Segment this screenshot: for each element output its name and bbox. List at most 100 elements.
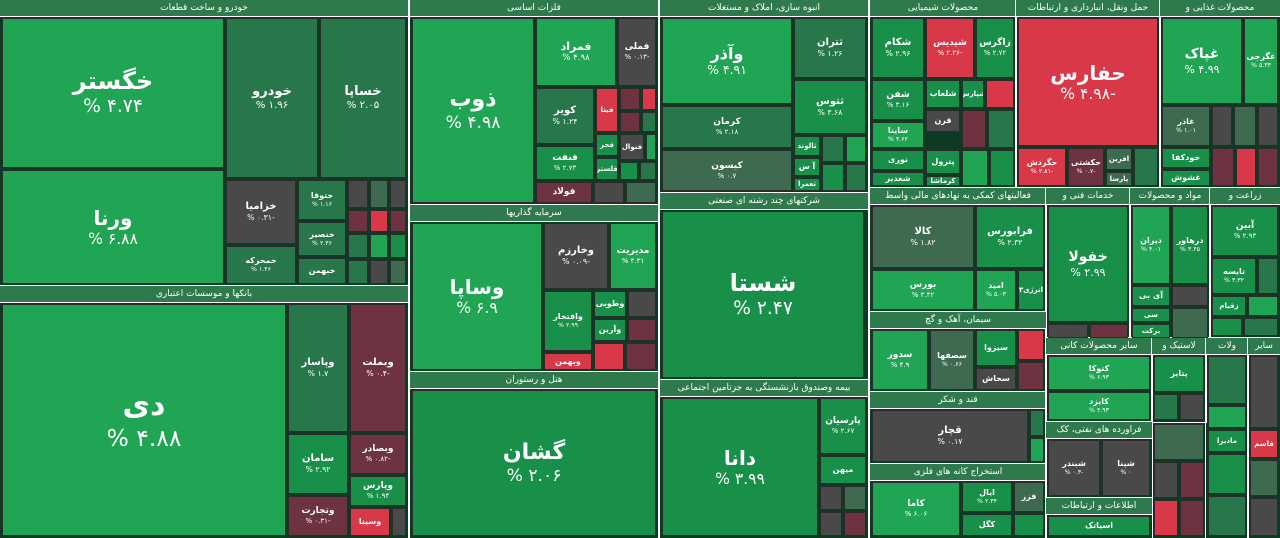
small-stock-tile[interactable] bbox=[1212, 148, 1234, 186]
stock-tile[interactable]: انرژی۳ bbox=[1018, 270, 1044, 310]
stock-tile[interactable]: وبهمن bbox=[544, 353, 592, 370]
stock-tile[interactable]: حکشتی -۰.۷ % bbox=[1068, 148, 1104, 186]
small-stock-tile[interactable] bbox=[962, 150, 988, 186]
sector-sugar[interactable]: قند و شکر bbox=[869, 391, 1047, 465]
stock-tile[interactable]: وپارس ۱.۹۴ % bbox=[350, 476, 406, 506]
small-stock-tile[interactable] bbox=[390, 234, 406, 258]
stock-tile[interactable]: وتجارت -۰.۳۱ % bbox=[288, 496, 348, 536]
sector-info[interactable]: اطلاعات و ارتباطات bbox=[1045, 497, 1153, 538]
sector-auto[interactable]: خودرو و ساخت قطعات bbox=[0, 0, 409, 287]
stock-tile[interactable]: خبهمن bbox=[298, 258, 346, 284]
stock-tile[interactable]: فزر bbox=[1014, 482, 1044, 512]
stock-tile[interactable]: فیتا bbox=[596, 88, 618, 132]
sector-pension[interactable]: بیمه وصندوق بازنشستگی به جزتامین اجتماعی bbox=[659, 379, 869, 538]
stock-tile[interactable]: قاسم bbox=[1250, 430, 1278, 458]
stock-tile[interactable]: شستا ۲.۴۷ % bbox=[662, 211, 864, 378]
stock-tile[interactable]: شغدیر bbox=[872, 172, 924, 186]
stock-tile[interactable]: وافتخار ۲.۹۹ % bbox=[544, 291, 592, 351]
small-stock-tile[interactable] bbox=[1208, 356, 1246, 404]
stock-tile[interactable]: وخارزم -۰.۰۹ % bbox=[544, 223, 608, 289]
small-stock-tile[interactable] bbox=[1244, 318, 1278, 336]
small-stock-tile[interactable] bbox=[844, 512, 866, 536]
stock-tile[interactable]: ثتوس ۳.۶۸ % bbox=[794, 80, 866, 134]
stock-tile[interactable]: کگل bbox=[962, 514, 1012, 536]
stock-tile[interactable]: وطوبی bbox=[594, 291, 626, 317]
small-stock-tile[interactable] bbox=[1180, 500, 1204, 536]
small-stock-tile[interactable] bbox=[846, 164, 866, 191]
stock-tile[interactable]: مدیریت ۴.۳۱ % bbox=[610, 223, 656, 289]
stock-tile[interactable]: سیزوا bbox=[976, 330, 1016, 366]
small-stock-tile[interactable] bbox=[370, 210, 388, 232]
stock-tile[interactable]: کرماشا bbox=[926, 176, 960, 186]
stock-tile[interactable]: فجر bbox=[596, 134, 618, 156]
stock-tile[interactable]: سخاش bbox=[976, 368, 1016, 390]
stock-tile[interactable]: وساپا ۶.۹ % bbox=[412, 223, 542, 370]
small-stock-tile[interactable] bbox=[1154, 500, 1178, 536]
stock-tile[interactable]: دی ۴.۸۸ % bbox=[2, 304, 286, 536]
stock-tile[interactable]: ورنا ۶.۸۸ % bbox=[2, 170, 224, 284]
stock-tile[interactable]: فمراد ۴.۹۸ % bbox=[536, 18, 616, 86]
stock-tile[interactable]: سی bbox=[1132, 308, 1170, 322]
small-stock-tile[interactable] bbox=[370, 234, 388, 258]
sector-hotel[interactable]: هتل و رستوران bbox=[409, 371, 659, 538]
sector-mining[interactable]: استخراج کانه های فلزی bbox=[869, 463, 1047, 538]
sector-invest[interactable]: سرمایه گذاریها bbox=[409, 204, 659, 373]
stock-tile[interactable]: فولاد bbox=[536, 182, 592, 203]
small-stock-tile[interactable] bbox=[1250, 460, 1278, 496]
stock-tile[interactable]: فلستر bbox=[596, 158, 618, 180]
small-stock-tile[interactable] bbox=[1154, 462, 1178, 498]
sector-other[interactable]: سایر bbox=[1247, 337, 1280, 538]
stock-tile[interactable]: آبین ۲.۹۳ % bbox=[1212, 206, 1278, 256]
small-stock-tile[interactable] bbox=[1212, 318, 1242, 336]
stock-tile[interactable]: خمحرکه ۱.۴۶ % bbox=[226, 246, 296, 284]
stock-tile[interactable]: آ س bbox=[794, 158, 820, 176]
small-stock-tile[interactable] bbox=[1208, 406, 1246, 428]
sector-metalprod[interactable]: ولات bbox=[1205, 337, 1249, 538]
small-stock-tile[interactable] bbox=[642, 112, 656, 132]
stock-tile[interactable]: سصفها ۰.۶۶ % bbox=[930, 330, 974, 390]
stock-tile[interactable]: میهن bbox=[820, 456, 866, 484]
small-stock-tile[interactable] bbox=[962, 110, 986, 148]
stock-tile[interactable]: فرابورس ۲.۳۲ % bbox=[976, 206, 1044, 268]
small-stock-tile[interactable] bbox=[594, 182, 624, 203]
small-stock-tile[interactable] bbox=[594, 343, 624, 370]
stock-tile[interactable]: کرمان ۲.۱۸ % bbox=[662, 106, 792, 148]
stock-tile[interactable]: کیسون ۰.۷ % bbox=[662, 150, 792, 191]
stock-tile[interactable]: کتوکا ۶.۹۳ % bbox=[1048, 356, 1150, 390]
small-stock-tile[interactable] bbox=[620, 162, 638, 180]
stock-tile[interactable]: ثتران ۱.۲۶ % bbox=[794, 18, 866, 78]
stock-tile[interactable]: ذوب ۴.۹۸ % bbox=[412, 18, 534, 203]
stock-tile[interactable]: تایسه ۳.۳۲ % bbox=[1212, 258, 1256, 294]
small-stock-tile[interactable] bbox=[370, 260, 388, 284]
stock-tile[interactable]: نوری bbox=[872, 150, 924, 170]
small-stock-tile[interactable] bbox=[348, 180, 368, 208]
small-stock-tile[interactable] bbox=[822, 164, 844, 191]
small-stock-tile[interactable] bbox=[1212, 106, 1232, 146]
stock-tile[interactable]: ایال ۲.۳۴ % bbox=[962, 482, 1012, 512]
sector-multi[interactable]: شرکتهای چند رشته ای صنعتی bbox=[659, 192, 869, 381]
stock-tile[interactable]: ماديرا bbox=[1208, 430, 1246, 452]
small-stock-tile[interactable] bbox=[1250, 498, 1278, 536]
small-stock-tile[interactable] bbox=[1258, 106, 1278, 146]
stock-tile[interactable]: امید ۵.۰۳ % bbox=[976, 270, 1016, 310]
small-stock-tile[interactable] bbox=[1180, 394, 1204, 420]
sector-finaux[interactable]: فعالیتهای کمکی به نهادهای مالی واسط bbox=[869, 187, 1047, 313]
stock-tile[interactable]: اسیاتک bbox=[1048, 516, 1150, 536]
stock-tile[interactable]: زاگرس ۲.۷۲ % bbox=[976, 18, 1014, 78]
stock-tile[interactable]: کویر ۱.۲۴ % bbox=[536, 88, 594, 144]
stock-tile[interactable]: ساینا ۴.۶۲ % bbox=[872, 122, 924, 148]
small-stock-tile[interactable] bbox=[1208, 496, 1246, 536]
stock-tile[interactable]: حفارس -۴.۹۸ % bbox=[1018, 18, 1158, 146]
stock-tile[interactable]: شپنا ۰ % bbox=[1102, 440, 1150, 496]
sector-bank[interactable]: بانکها و موسسات اعتباری bbox=[0, 285, 409, 538]
stock-tile[interactable]: وسینا bbox=[350, 508, 390, 536]
small-stock-tile[interactable] bbox=[640, 162, 656, 180]
stock-tile[interactable]: غپاک ۴.۹۹ % bbox=[1162, 18, 1242, 104]
stock-tile[interactable]: فنوال bbox=[620, 134, 644, 160]
stock-tile[interactable]: ثالوند bbox=[794, 136, 820, 156]
small-stock-tile[interactable] bbox=[348, 234, 368, 258]
small-stock-tile[interactable] bbox=[626, 343, 656, 370]
stock-tile[interactable]: زقیام bbox=[1212, 296, 1246, 316]
small-stock-tile[interactable] bbox=[1154, 424, 1204, 460]
stock-tile[interactable]: وبملت -۰.۴ % bbox=[350, 304, 406, 432]
